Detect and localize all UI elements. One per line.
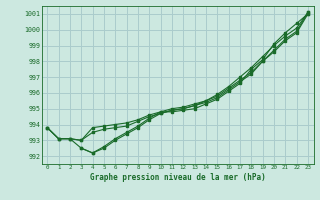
X-axis label: Graphe pression niveau de la mer (hPa): Graphe pression niveau de la mer (hPa) [90,173,266,182]
